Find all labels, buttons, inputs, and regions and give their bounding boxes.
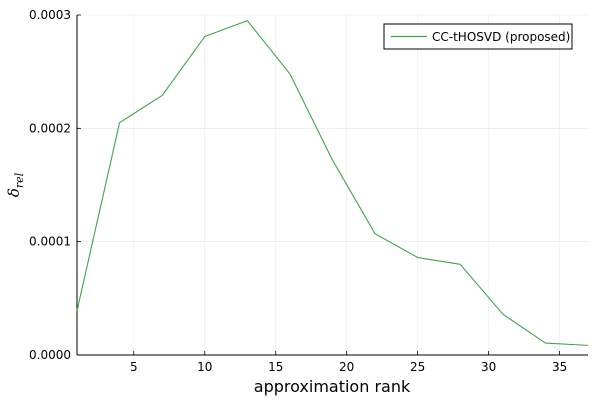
grid — [77, 14, 588, 356]
legend-label: CC-tHOSVD (proposed) — [432, 30, 570, 44]
y-axis-label-symbol: δ — [5, 188, 23, 197]
legend: CC-tHOSVD (proposed) — [383, 23, 573, 50]
y-axis-label: δrel — [5, 172, 26, 197]
x-tick-label: 35 — [552, 360, 567, 374]
y-axis-label-subscript: rel — [13, 172, 26, 188]
x-axis-label: approximation rank — [254, 377, 411, 396]
x-tick-label: 20 — [339, 360, 354, 374]
plot-area — [76, 20, 589, 346]
x-tick-label: 25 — [410, 360, 425, 374]
x-tick-label: 5 — [130, 360, 138, 374]
axes — [76, 14, 588, 356]
x-tick-label: 15 — [268, 360, 283, 374]
y-tick-label: 0.0003 — [29, 8, 71, 22]
y-tick-label: 0.0001 — [29, 235, 71, 249]
y-tick-label: 0.0000 — [29, 348, 71, 362]
y-tick-label: 0.0002 — [29, 121, 71, 135]
tick-labels: 5 10 15 20 25 30 35 0.0000 0.0001 0.0002 0.0003 — [29, 8, 567, 374]
x-tick-label: 30 — [481, 360, 496, 374]
series-line — [76, 20, 589, 346]
x-tick-label: 10 — [197, 360, 212, 374]
